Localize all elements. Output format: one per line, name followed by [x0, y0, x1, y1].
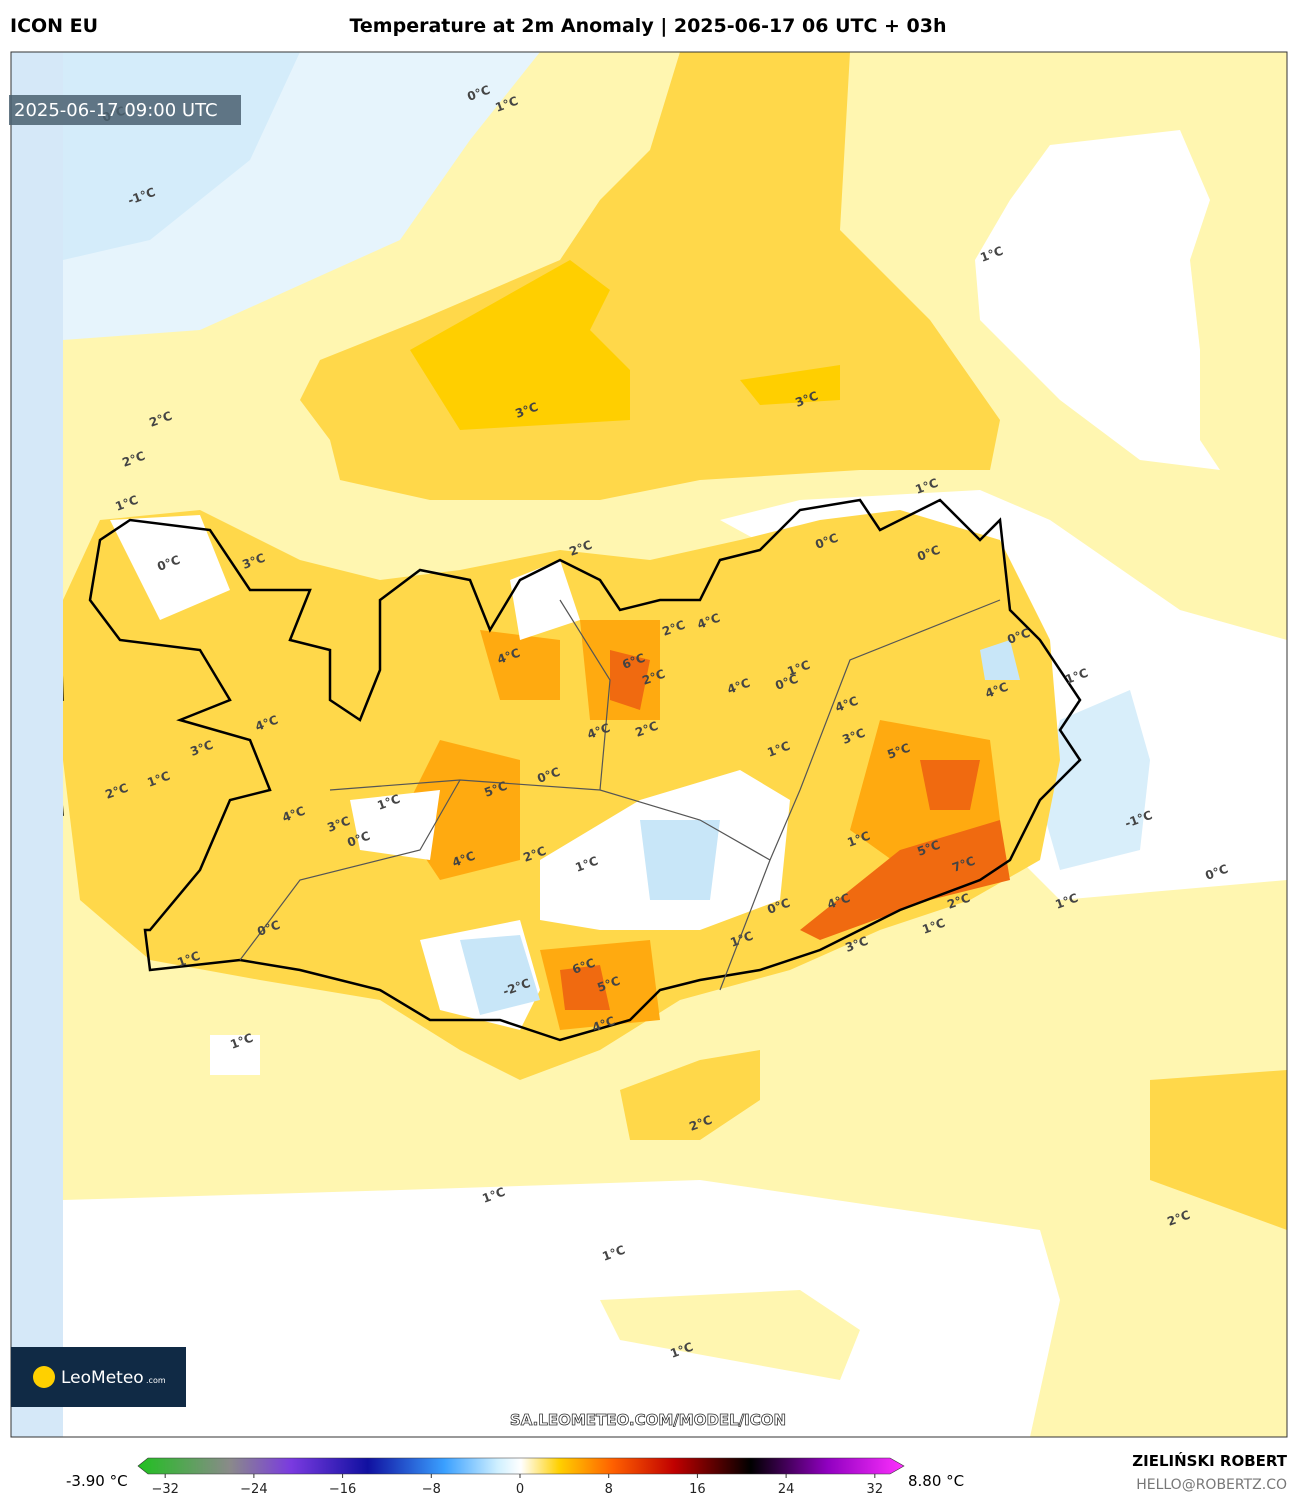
map-title: Temperature at 2m Anomaly | 2025-06-17 0… — [349, 15, 946, 37]
watermark: SA.LEOMETEO.COM/MODEL/ICON — [510, 1411, 786, 1429]
colorbar-tick-label: −8 — [422, 1482, 441, 1497]
model-name: ICON EU — [10, 15, 98, 37]
logo-name: LeoMeteo — [61, 1368, 144, 1388]
colorbar-tick-label: −32 — [151, 1482, 178, 1497]
map: 0°C1°C0°C-1°C1°C3°C3°C2°C2°C1°C1°C0°C0°C… — [11, 52, 1287, 1437]
colorbar-tick-label: −24 — [240, 1482, 267, 1497]
logo-suffix: .com — [146, 1376, 166, 1385]
colorbar-min: -3.90 °C — [66, 1472, 128, 1490]
colorbar-tick-label: 0 — [516, 1482, 524, 1497]
email: HELLO@ROBERTZ.CO — [1136, 1477, 1287, 1493]
colorbar-tick-label: −16 — [329, 1482, 356, 1497]
colorbar-max: 8.80 °C — [908, 1472, 964, 1490]
timestamp: 2025-06-17 09:00 UTC — [14, 100, 218, 121]
colorbar-tick-label: 16 — [689, 1482, 706, 1497]
author: ZIELIŃSKI ROBERT — [1132, 1451, 1287, 1470]
colorbar-tick-label: 32 — [867, 1482, 884, 1497]
colorbar-tick-label: 8 — [605, 1482, 613, 1497]
colorbar-tick-label: 24 — [778, 1482, 795, 1497]
